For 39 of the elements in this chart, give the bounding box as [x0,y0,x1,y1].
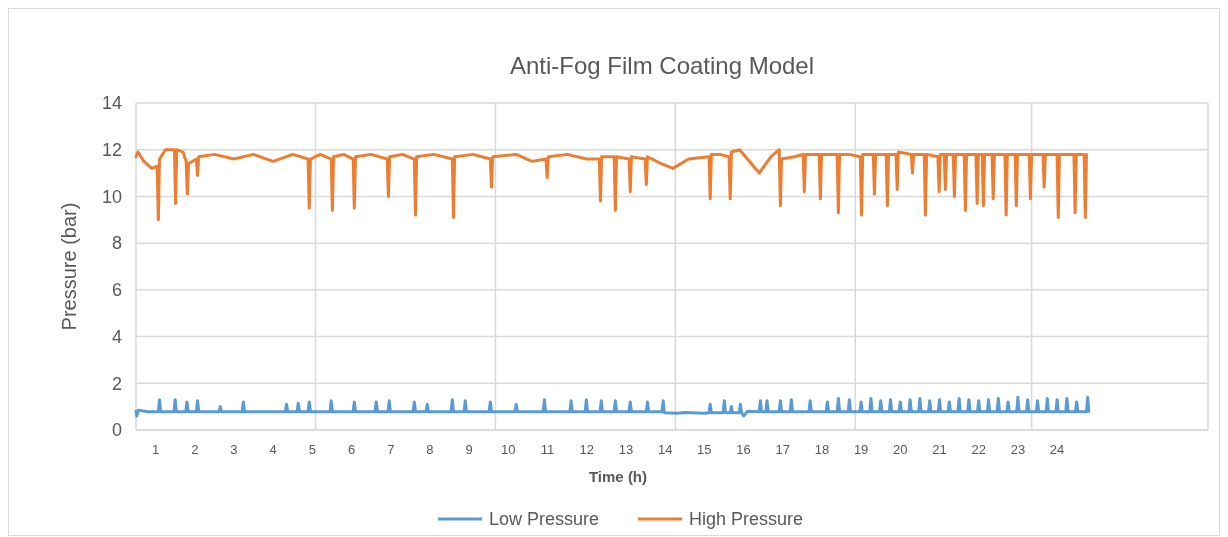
y-tick-label: 12 [101,140,122,161]
x-tick-label: 14 [657,442,673,457]
x-tick-label: 22 [971,442,986,457]
x-tick-label: 19 [853,442,869,457]
x-tick-label: 6 [347,442,356,457]
y-tick-label: 10 [101,186,122,207]
y-tick-label: 8 [111,233,122,254]
legend-label: High Pressure [689,509,804,530]
x-tick-label: 13 [618,442,634,457]
y-axis-title: Pressure (bar) [58,202,80,331]
x-tick-label: 11 [540,442,555,457]
x-tick-label: 1 [151,442,160,457]
line-series [134,148,1088,222]
x-tick-label: 23 [1010,442,1026,457]
y-tick-label: 2 [111,373,122,394]
y-tick-label: 4 [111,326,122,347]
x-tick-label: 15 [697,442,712,457]
x-tick-label: 16 [736,442,751,457]
x-tick-label: 18 [814,442,830,457]
x-tick-label: 3 [230,442,238,457]
y-tick-label: 6 [111,280,122,301]
x-tick-label: 5 [308,442,316,457]
x-tick-label: 8 [426,442,434,457]
legend-label: Low Pressure [489,509,600,530]
x-tick-label: 9 [465,442,473,457]
x-tick-label: 20 [893,442,908,457]
chart-title: Anti-Fog Film Coating Model [509,52,815,79]
x-tick-label: 12 [579,442,594,457]
y-tick-label: 14 [101,93,122,114]
x-tick-label: 10 [501,442,516,457]
x-axis-title: Time (h) [588,468,648,485]
x-tick-label: 7 [387,442,395,457]
x-tick-label: 21 [932,442,947,457]
x-tick-label: 4 [269,442,277,457]
line-series [134,395,1091,418]
x-tick-label: 24 [1049,442,1065,457]
x-tick-label: 17 [775,442,790,457]
y-tick-label: 0 [111,420,122,441]
x-tick-label: 2 [191,442,199,457]
